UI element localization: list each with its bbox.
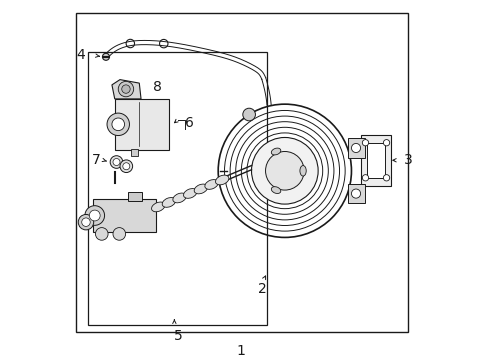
Text: 7: 7 bbox=[92, 153, 101, 167]
Bar bbox=[88, 51, 267, 325]
Circle shape bbox=[122, 85, 130, 93]
Circle shape bbox=[351, 143, 360, 153]
Polygon shape bbox=[112, 80, 141, 99]
Circle shape bbox=[110, 156, 122, 168]
Ellipse shape bbox=[173, 193, 186, 203]
Text: 3: 3 bbox=[403, 153, 412, 167]
Ellipse shape bbox=[204, 180, 218, 189]
Circle shape bbox=[383, 175, 389, 181]
Circle shape bbox=[118, 81, 133, 97]
Bar bbox=[128, 192, 142, 201]
Ellipse shape bbox=[271, 148, 280, 155]
Ellipse shape bbox=[271, 187, 280, 193]
Ellipse shape bbox=[162, 198, 175, 207]
Text: 1: 1 bbox=[236, 344, 245, 358]
Circle shape bbox=[362, 175, 368, 181]
Circle shape bbox=[107, 113, 129, 136]
Circle shape bbox=[362, 140, 368, 146]
Circle shape bbox=[120, 160, 132, 172]
Ellipse shape bbox=[151, 202, 164, 212]
Ellipse shape bbox=[194, 184, 207, 194]
Bar bbox=[347, 184, 364, 203]
Circle shape bbox=[251, 138, 318, 204]
Bar bbox=[115, 99, 169, 150]
Text: 6: 6 bbox=[184, 116, 193, 130]
Ellipse shape bbox=[215, 175, 228, 185]
Circle shape bbox=[113, 158, 120, 166]
Bar bbox=[361, 135, 390, 185]
Text: 2: 2 bbox=[258, 282, 266, 296]
Circle shape bbox=[112, 118, 124, 131]
Circle shape bbox=[122, 163, 129, 170]
Bar bbox=[347, 138, 364, 158]
Circle shape bbox=[243, 108, 255, 121]
Text: 8: 8 bbox=[153, 80, 162, 94]
Bar bbox=[366, 143, 384, 178]
Circle shape bbox=[351, 189, 360, 198]
Circle shape bbox=[383, 140, 389, 146]
Text: 4: 4 bbox=[76, 48, 85, 62]
Ellipse shape bbox=[299, 166, 305, 176]
Bar bbox=[130, 149, 137, 156]
Text: 5: 5 bbox=[173, 329, 182, 343]
Circle shape bbox=[265, 152, 304, 190]
Circle shape bbox=[113, 228, 125, 240]
Circle shape bbox=[102, 53, 109, 60]
Ellipse shape bbox=[183, 189, 197, 198]
Circle shape bbox=[95, 228, 108, 240]
Circle shape bbox=[89, 210, 100, 221]
Circle shape bbox=[81, 218, 90, 226]
Bar bbox=[93, 199, 156, 232]
Circle shape bbox=[85, 206, 104, 225]
Circle shape bbox=[78, 215, 94, 230]
